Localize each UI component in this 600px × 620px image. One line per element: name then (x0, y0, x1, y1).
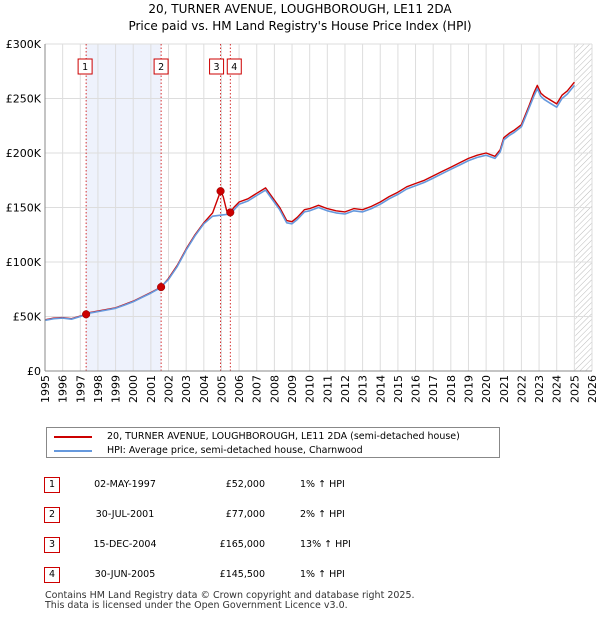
x-tick-label: 2026 (586, 375, 599, 403)
sale-point (226, 208, 235, 217)
x-tick-label: 2007 (251, 375, 264, 403)
x-tick-label: 2009 (286, 375, 299, 403)
sale-label-box (209, 58, 225, 75)
title-line-2: Price paid vs. HM Land Registry's House … (128, 19, 472, 33)
transaction-date: 30-JUL-2001 (95, 509, 155, 520)
transaction-date: 30-JUN-2005 (94, 569, 156, 580)
y-tick-label: £150K (6, 202, 42, 215)
x-tick-label: 2010 (304, 375, 317, 403)
legend-label-property: 20, TURNER AVENUE, LOUGHBOROUGH, LE11 2D… (107, 431, 460, 442)
sale-point (82, 310, 91, 319)
title-line-1: 20, TURNER AVENUE, LOUGHBOROUGH, LE11 2D… (148, 2, 452, 16)
legend-label-hpi: HPI: Average price, semi-detached house,… (107, 445, 363, 456)
x-tick-label: 2014 (374, 375, 387, 403)
x-tick-label: 2016 (410, 375, 423, 403)
x-tick-label: 1996 (57, 375, 70, 403)
y-tick-label: £250K (6, 93, 42, 106)
sale-label-box (226, 58, 242, 75)
transaction-date: 02-MAY-1997 (94, 479, 156, 490)
transaction-hpi-change: 13% ↑ HPI (300, 539, 351, 550)
x-tick-label: 2023 (533, 375, 546, 403)
x-tick-label: 2006 (233, 375, 246, 403)
y-tick-label: £300K (6, 38, 42, 51)
y-tick-label: £50K (13, 311, 42, 324)
table-row: 4 30-JUN-2005 £145,500 1% ↑ HPI (0, 567, 600, 587)
transaction-number: 2 (44, 507, 60, 523)
x-tick-label: 1997 (74, 375, 87, 403)
legend-item-property: 20, TURNER AVENUE, LOUGHBOROUGH, LE11 2D… (47, 430, 497, 444)
x-tick-label: 2020 (480, 375, 493, 403)
transaction-price: £77,000 (225, 509, 265, 520)
table-row: 1 02-MAY-1997 £52,000 1% ↑ HPI (0, 477, 600, 497)
x-tick-label: 2022 (515, 375, 528, 403)
x-tick-label: 2000 (127, 375, 140, 403)
x-tick-label: 2003 (180, 375, 193, 403)
x-tick-label: 2008 (268, 375, 281, 403)
transaction-hpi-change: 1% ↑ HPI (300, 569, 345, 580)
x-tick-label: 2004 (198, 375, 211, 403)
sale-point (216, 187, 225, 196)
x-tick-label: 1995 (39, 375, 52, 403)
x-tick-label: 2012 (339, 375, 352, 403)
sale-label: 4 (231, 62, 237, 73)
footer-copyright: Contains HM Land Registry data © Crown c… (45, 590, 415, 601)
table-row: 2 30-JUL-2001 £77,000 2% ↑ HPI (0, 507, 600, 527)
transaction-date: 15-DEC-2004 (93, 539, 157, 550)
transaction-hpi-change: 1% ↑ HPI (300, 479, 345, 490)
sale-label: 2 (158, 62, 164, 73)
x-tick-label: 2018 (445, 375, 458, 403)
x-tick-label: 2005 (215, 375, 228, 403)
x-tick-label: 2021 (498, 375, 511, 403)
x-tick-label: 2001 (145, 375, 158, 403)
sale-label-box (77, 58, 93, 75)
x-tick-label: 2002 (163, 375, 176, 403)
transaction-number: 3 (44, 537, 60, 553)
transaction-hpi-change: 2% ↑ HPI (300, 509, 345, 520)
x-tick-label: 2019 (462, 375, 475, 403)
footer: Contains HM Land Registry data © Crown c… (45, 591, 415, 611)
transaction-price: £145,500 (219, 569, 265, 580)
transaction-price: £165,000 (219, 539, 265, 550)
x-tick-label: 2024 (551, 375, 564, 403)
x-tick-label: 1999 (110, 375, 123, 403)
y-tick-label: £0 (27, 365, 41, 378)
chart-legend: 20, TURNER AVENUE, LOUGHBOROUGH, LE11 2D… (46, 427, 500, 458)
transaction-number: 4 (44, 567, 60, 583)
chart-title: 20, TURNER AVENUE, LOUGHBOROUGH, LE11 2D… (0, 1, 600, 35)
legend-item-hpi: HPI: Average price, semi-detached house,… (47, 444, 497, 458)
x-tick-label: 1998 (92, 375, 105, 403)
x-tick-label: 2011 (321, 375, 334, 403)
transaction-price: £52,000 (225, 479, 265, 490)
sale-label: 1 (82, 62, 88, 73)
y-tick-label: £200K (6, 147, 42, 160)
transaction-number: 1 (44, 477, 60, 493)
sale-label: 3 (214, 62, 220, 73)
footer-licence: This data is licensed under the Open Gov… (45, 600, 348, 611)
x-tick-label: 2013 (357, 375, 370, 403)
sale-label-box (153, 58, 169, 75)
y-tick-label: £100K (6, 256, 42, 269)
hpi-series-line (45, 84, 576, 322)
table-row: 3 15-DEC-2004 £165,000 13% ↑ HPI (0, 537, 600, 557)
legend-swatch-property (54, 436, 92, 438)
x-tick-label: 2025 (568, 375, 581, 403)
sale-point (157, 283, 166, 292)
x-tick-label: 2015 (392, 375, 405, 403)
legend-swatch-hpi (54, 450, 92, 452)
x-tick-label: 2017 (427, 375, 440, 403)
